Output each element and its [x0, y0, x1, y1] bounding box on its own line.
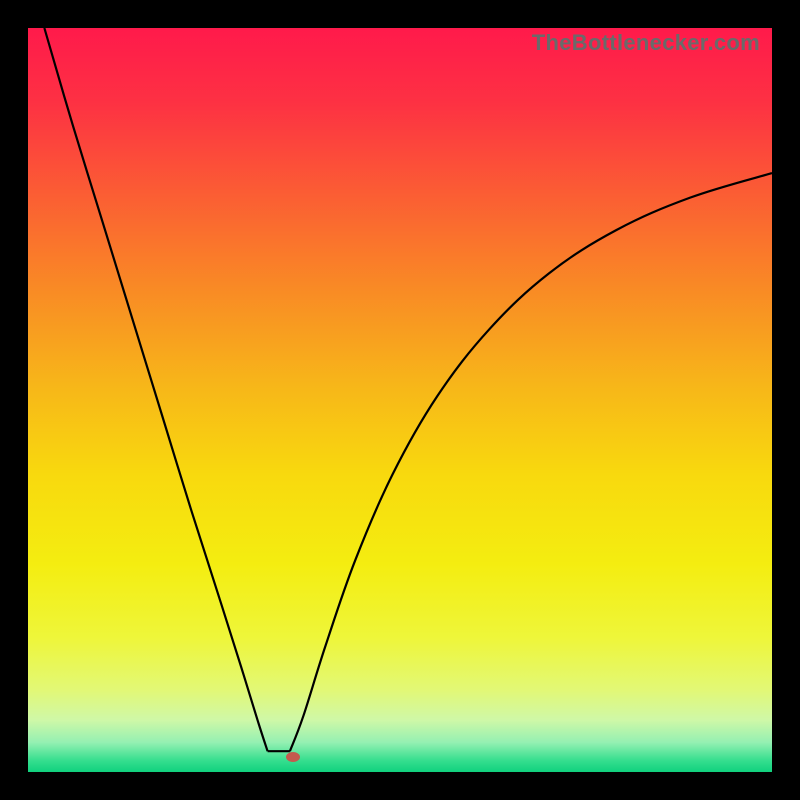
plot-area: TheBottlenecker.com	[28, 28, 772, 772]
watermark-text: TheBottlenecker.com	[532, 30, 760, 56]
frame-right	[772, 0, 800, 800]
frame-left	[0, 0, 28, 800]
bottleneck-curve	[28, 28, 772, 772]
frame-top	[0, 0, 800, 28]
curve-left-branch	[44, 28, 267, 751]
chart-container: TheBottlenecker.com	[0, 0, 800, 800]
optimum-marker	[286, 752, 300, 762]
curve-right-branch	[290, 173, 772, 751]
frame-bottom	[0, 772, 800, 800]
